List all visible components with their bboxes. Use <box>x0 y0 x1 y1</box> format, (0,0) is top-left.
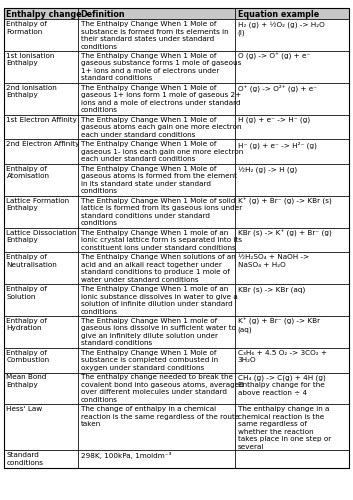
Bar <box>235 348 349 372</box>
Bar <box>235 140 349 164</box>
Bar <box>235 252 349 284</box>
Text: ½H₂SO₄ + NaOH ->
NaSO₄ + H₂O: ½H₂SO₄ + NaOH -> NaSO₄ + H₂O <box>238 254 309 268</box>
Bar <box>235 19 349 51</box>
Bar <box>4 404 78 450</box>
Text: The change of enthalpy in a chemical
reaction is the same regardless of the rout: The change of enthalpy in a chemical rea… <box>81 406 239 427</box>
Text: Lattice Dissociation
Enthalpy: Lattice Dissociation Enthalpy <box>6 230 77 243</box>
Bar <box>235 228 349 252</box>
Text: 1st Ionisation
Enthalpy: 1st Ionisation Enthalpy <box>6 53 55 66</box>
Bar <box>4 8 78 19</box>
Bar <box>4 372 78 404</box>
Text: Enthalpy of
Combustion: Enthalpy of Combustion <box>6 350 50 363</box>
Bar <box>78 19 235 51</box>
Text: KBr (s) -> K⁺ (g) + Br⁻ (g): KBr (s) -> K⁺ (g) + Br⁻ (g) <box>238 230 331 237</box>
Bar <box>235 450 349 468</box>
Bar <box>235 196 349 228</box>
Text: The Enthalpy Change When 1 mole of an
ionic substance dissolves in water to give: The Enthalpy Change When 1 mole of an io… <box>81 286 238 314</box>
Bar <box>235 372 349 404</box>
Bar <box>4 252 78 284</box>
Text: Enthalpy of
Solution: Enthalpy of Solution <box>6 286 47 300</box>
Text: Enthalpy of
Formation: Enthalpy of Formation <box>6 21 47 34</box>
Bar <box>4 140 78 164</box>
Text: C₃H₆ + 4.5 O₂ -> 3CO₂ +
3H₂O: C₃H₆ + 4.5 O₂ -> 3CO₂ + 3H₂O <box>238 350 327 363</box>
Bar <box>78 404 235 450</box>
Bar <box>78 114 235 140</box>
Bar <box>78 83 235 114</box>
Text: The Enthalpy Change When 1 mole of an
ionic crystal lattice form is separated in: The Enthalpy Change When 1 mole of an io… <box>81 230 242 250</box>
Text: CH₄ (g) -> C(g) + 4H (g)
Enthalpy change for the
above reaction ÷ 4: CH₄ (g) -> C(g) + 4H (g) Enthalpy change… <box>238 374 325 396</box>
Text: Definition: Definition <box>81 10 125 19</box>
Text: The Enthalpy Change When 1 Mole of
substance is formed from its elements in
thei: The Enthalpy Change When 1 Mole of subst… <box>81 21 228 50</box>
Text: H (g) + e⁻ -> H⁻ (g): H (g) + e⁻ -> H⁻ (g) <box>238 116 310 123</box>
Text: KBr (s) -> KBr (aq): KBr (s) -> KBr (aq) <box>238 286 305 292</box>
Text: H⁻ (g) + e⁻ -> H²⁻ (g): H⁻ (g) + e⁻ -> H²⁻ (g) <box>238 141 317 148</box>
Text: The Enthalpy Change When 1 Mole of
substance is completed combusted in
oxygen un: The Enthalpy Change When 1 Mole of subst… <box>81 350 218 370</box>
Bar <box>235 164 349 196</box>
Text: The Enthalpy Change When 1 Mole of
gaseous 1- ions each gain one more electron
e: The Enthalpy Change When 1 Mole of gaseo… <box>81 141 243 162</box>
Text: Lattice Formation
Enthalpy: Lattice Formation Enthalpy <box>6 198 70 211</box>
Bar <box>235 114 349 140</box>
Bar <box>78 284 235 316</box>
Text: ½H₂ (g) -> H (g): ½H₂ (g) -> H (g) <box>238 166 297 172</box>
Bar <box>235 8 349 19</box>
Text: The Enthalpy Change When 1 Mole of
gaseous substance forms 1 mole of gaseous
1+ : The Enthalpy Change When 1 Mole of gaseo… <box>81 53 241 82</box>
Bar <box>4 83 78 114</box>
Bar <box>78 8 235 19</box>
Bar <box>4 114 78 140</box>
Bar <box>4 228 78 252</box>
Text: O⁺ (g) -> O²⁺ (g) + e⁻: O⁺ (g) -> O²⁺ (g) + e⁻ <box>238 84 317 92</box>
Bar <box>78 316 235 348</box>
Text: O (g) -> O⁺ (g) + e⁻: O (g) -> O⁺ (g) + e⁻ <box>238 53 310 60</box>
Text: 298K, 100kPa, 1moldm⁻³: 298K, 100kPa, 1moldm⁻³ <box>81 452 171 460</box>
Text: Enthalpy change: Enthalpy change <box>6 10 82 19</box>
Bar <box>78 228 235 252</box>
Bar <box>78 196 235 228</box>
Text: 2nd Electron Affinity: 2nd Electron Affinity <box>6 141 80 147</box>
Text: The enthalpy change needed to break the
covalent bond into gaseous atoms, averag: The enthalpy change needed to break the … <box>81 374 244 403</box>
Bar <box>78 348 235 372</box>
Text: The Enthalpy Change When solutions of an
acid and an alkali react together under: The Enthalpy Change When solutions of an… <box>81 254 235 282</box>
Text: The Enthalpy Change When 1 mole of
gaseous ions dissolve in sufficient water to
: The Enthalpy Change When 1 mole of gaseo… <box>81 318 236 346</box>
Bar <box>4 348 78 372</box>
Bar <box>78 372 235 404</box>
Bar <box>78 252 235 284</box>
Text: Enthalpy of
Atomisation: Enthalpy of Atomisation <box>6 166 49 179</box>
Bar <box>235 284 349 316</box>
Bar <box>78 140 235 164</box>
Text: Equation example: Equation example <box>238 10 319 19</box>
Text: Mean Bond
Enthalpy: Mean Bond Enthalpy <box>6 374 47 388</box>
Text: The Enthalpy Change When 1 Mole of solid
lattice is formed from its gaseous ions: The Enthalpy Change When 1 Mole of solid… <box>81 198 242 226</box>
Text: Enthalpy of
Neutralisation: Enthalpy of Neutralisation <box>6 254 57 268</box>
Bar <box>235 404 349 450</box>
Bar <box>78 164 235 196</box>
Bar <box>4 51 78 83</box>
Text: 1st Electron Affinity: 1st Electron Affinity <box>6 116 77 122</box>
Bar <box>78 450 235 468</box>
Text: K⁺ (g) + Br⁻ (g) -> KBr
(aq): K⁺ (g) + Br⁻ (g) -> KBr (aq) <box>238 318 320 333</box>
Text: Enthalpy of
Hydration: Enthalpy of Hydration <box>6 318 47 332</box>
Text: The Enthalpy Change When 1 Mole of
gaseous atoms each gain one more electron
eac: The Enthalpy Change When 1 Mole of gaseo… <box>81 116 241 138</box>
Text: The enthalpy change in a
chemical reaction is the
same regardless of
whether the: The enthalpy change in a chemical reacti… <box>238 406 331 450</box>
Bar <box>4 19 78 51</box>
Bar <box>78 51 235 83</box>
Bar <box>235 316 349 348</box>
Text: 2nd ionisation
Enthalpy: 2nd ionisation Enthalpy <box>6 84 57 98</box>
Text: Standard
conditions: Standard conditions <box>6 452 43 466</box>
Bar <box>235 83 349 114</box>
Bar <box>235 51 349 83</box>
Bar <box>4 316 78 348</box>
Text: K⁺ (g) + Br⁻ (g) -> KBr (s): K⁺ (g) + Br⁻ (g) -> KBr (s) <box>238 198 331 205</box>
Bar <box>4 450 78 468</box>
Text: The Enthalpy Change When 1 Mole of
gaseous 1+ ions form 1 mole of gaseous 2+
ion: The Enthalpy Change When 1 Mole of gaseo… <box>81 84 241 113</box>
Text: Hess' Law: Hess' Law <box>6 406 43 412</box>
Text: The Enthalpy Change When 1 Mole of
gaseous atoms is formed from the element
in i: The Enthalpy Change When 1 Mole of gaseo… <box>81 166 237 194</box>
Bar <box>4 164 78 196</box>
Bar <box>4 284 78 316</box>
Bar <box>4 196 78 228</box>
Text: H₂ (g) + ½O₂ (g) -> H₂O
(l): H₂ (g) + ½O₂ (g) -> H₂O (l) <box>238 21 324 36</box>
